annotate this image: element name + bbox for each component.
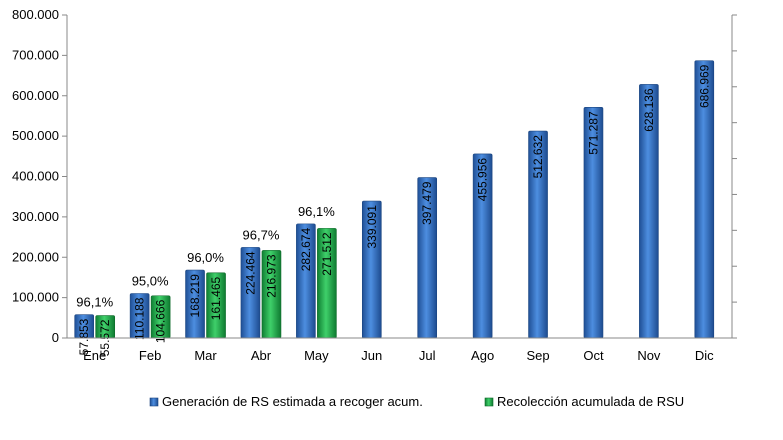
bar-value-label: 168.219 [188, 274, 202, 318]
y-tick-label: 800.000 [12, 7, 59, 22]
bar-value-label: 216.973 [264, 254, 278, 298]
bar-value-label: 397.479 [420, 181, 434, 225]
percent-label: 96,7% [243, 227, 280, 242]
bar-value-label: 57.853 [77, 318, 91, 355]
y-tick-label: 600.000 [12, 88, 59, 103]
x-tick-label: Nov [637, 348, 661, 363]
percent-label: 96,0% [187, 250, 224, 265]
bar-value-label: 271.512 [320, 232, 334, 276]
x-tick-label: Abr [251, 348, 272, 363]
x-tick-label: Jun [361, 348, 382, 363]
x-tick-label: May [304, 348, 329, 363]
y-tick-label: 300.000 [12, 209, 59, 224]
x-tick-label: Ago [471, 348, 494, 363]
bar-value-label: 455.956 [476, 158, 490, 202]
right-axis [731, 14, 737, 339]
y-tick-label: 400.000 [12, 169, 59, 184]
y-tick-label: 0 [52, 330, 59, 345]
bar-value-label: 339.091 [365, 205, 379, 249]
bar-value-label: 224.464 [243, 251, 257, 295]
bar-value-label: 110.188 [133, 297, 147, 340]
bar-value-label: 512.632 [531, 135, 545, 179]
x-tick-label: Mar [194, 348, 217, 363]
bar-value-label: 686.969 [697, 64, 711, 108]
x-tick-label: Sep [526, 348, 549, 363]
y-tick-label: 100.000 [12, 290, 59, 305]
bar-value-label: 571.287 [586, 111, 600, 155]
bar-value-label: 104.666 [154, 299, 168, 343]
x-tick-label: Oct [583, 348, 604, 363]
percent-label: 96,1% [298, 204, 335, 219]
y-tick-label: 200.000 [12, 249, 59, 264]
x-tick-label: Dic [695, 348, 714, 363]
x-tick-label: Feb [139, 348, 161, 363]
y-tick-label: 500.000 [12, 128, 59, 143]
bar-value-label: 161.465 [209, 276, 223, 320]
percent-label: 95,0% [132, 274, 169, 289]
x-axis: Ene Feb Mar Abr May Jun Jul Ago Sep Oct Nov Dic [67, 337, 732, 363]
legend-label-generacion: Generación de RS estimada a recoger acum… [162, 394, 423, 409]
x-tick-label: Jul [419, 348, 436, 363]
legend-label-recoleccion: Recolección acumulada de RSU [497, 394, 684, 409]
percent-label: 96,1% [76, 295, 113, 310]
bar-value-label: 628.136 [642, 88, 656, 132]
x-tick-label: Ene [83, 348, 106, 363]
legend-swatch-recoleccion [484, 397, 494, 407]
legend-swatch-generacion [149, 397, 159, 407]
legend: Generación de RS estimada a recoger acum… [149, 394, 684, 409]
y-tick-label: 700.000 [12, 47, 59, 62]
bar-value-label: 282.674 [299, 228, 313, 272]
y-axis: 0 100.000 200.000 300.000 400.000 500.000 600.… [12, 7, 68, 345]
